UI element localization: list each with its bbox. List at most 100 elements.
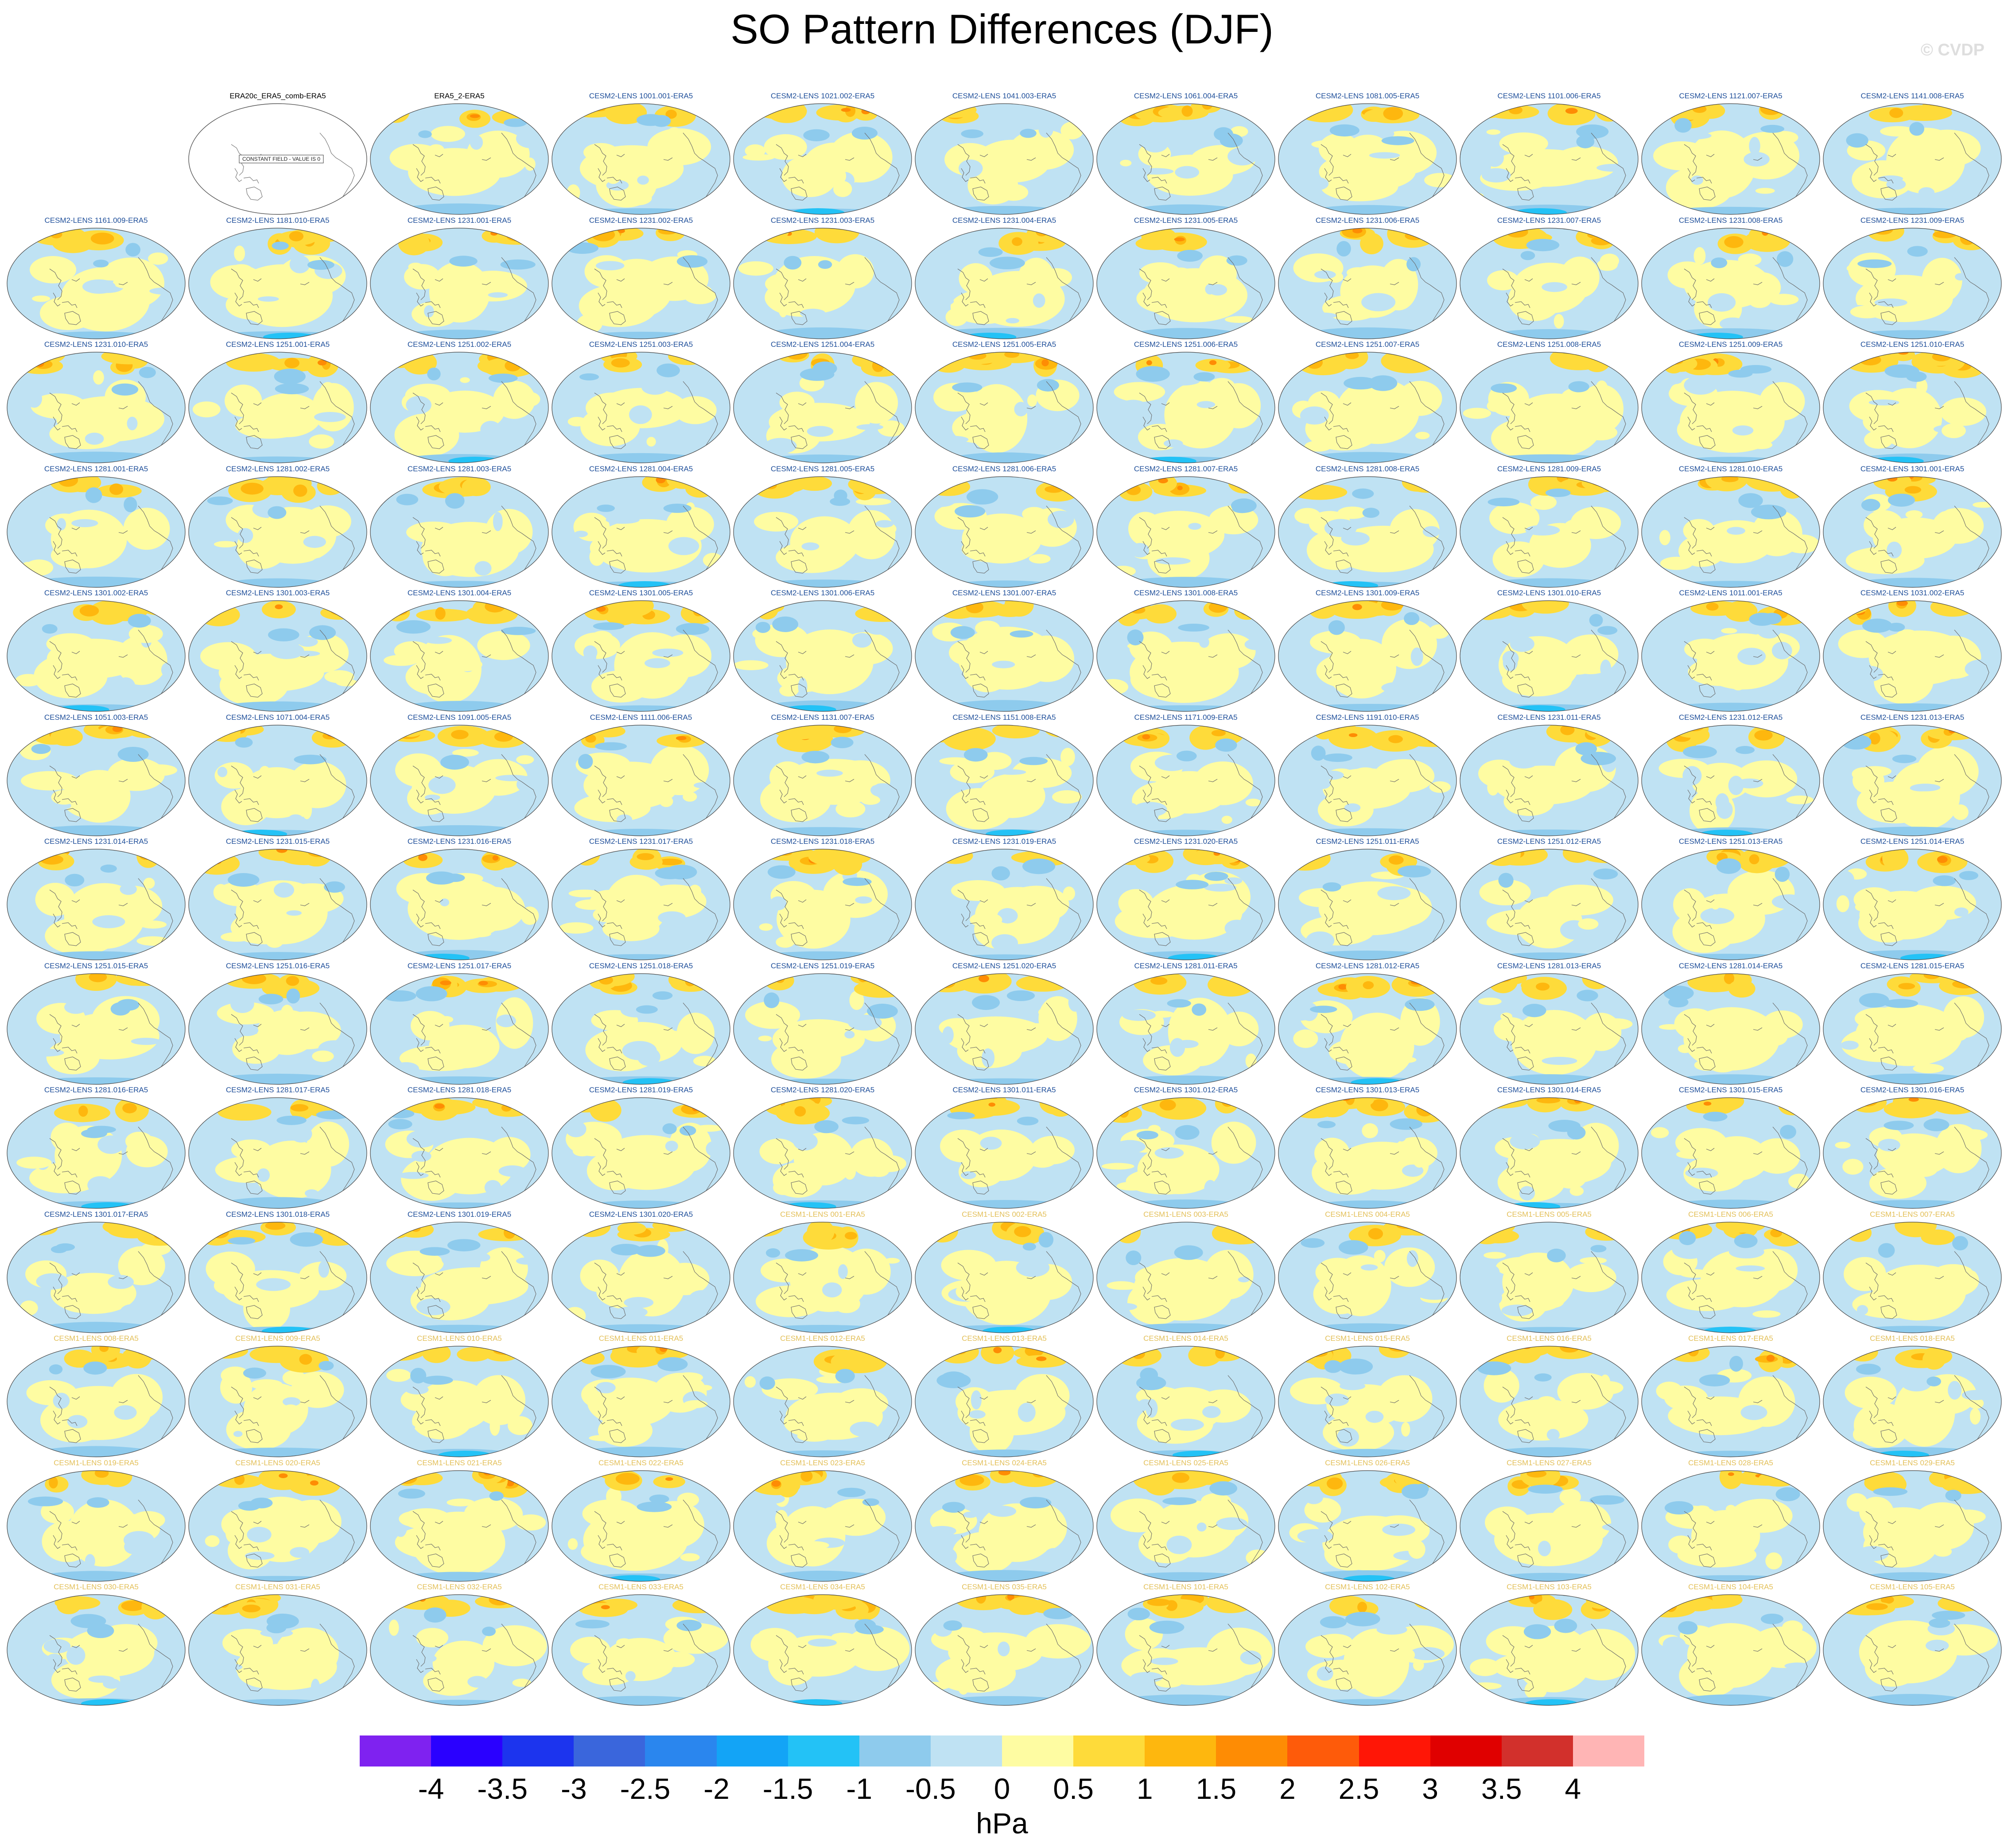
panel-title: CESM2-LENS 1281.018-ERA5: [407, 1086, 512, 1094]
panel-title: CESM2-LENS 1231.013-ERA5: [1860, 713, 1965, 722]
map-panel: CESM1-LENS 024-ERA5: [913, 1458, 1095, 1583]
map-panel: CESM1-LENS 002-ERA5: [913, 1210, 1095, 1335]
panel-title: CESM2-LENS 1101.006-ERA5: [1497, 92, 1601, 100]
map-panel: ERA20c_ERA5_comb-ERA5 CONSTANT FIELD - VA…: [187, 91, 369, 216]
map-panel: CESM2-LENS 1281.009-ERA5: [1458, 464, 1640, 589]
panel-title: CESM2-LENS 1251.010-ERA5: [1860, 340, 1965, 349]
map-field: [7, 1346, 186, 1457]
map-field: [188, 724, 367, 836]
panel-title: CESM2-LENS 1301.001-ERA5: [1860, 464, 1965, 473]
map-field: [188, 1097, 367, 1209]
panel-title: CESM2-LENS 1231.015-ERA5: [225, 837, 330, 846]
colorbar-units: hPa: [976, 1807, 1028, 1840]
map-panel: CESM1-LENS 023-ERA5: [732, 1458, 913, 1583]
panel-title: CESM2-LENS 1301.011-ERA5: [952, 1086, 1056, 1094]
map-panel: CESM2-LENS 1071.004-ERA5: [187, 713, 369, 838]
panel-title: CESM2-LENS 1231.014-ERA5: [44, 837, 148, 846]
map-panel: CESM2-LENS 1051.003-ERA5: [5, 713, 187, 838]
map-field: [188, 476, 367, 588]
map-panel: CESM2-LENS 1301.009-ERA5: [1277, 588, 1458, 713]
map-panel: CESM2-LENS 1281.014-ERA5: [1640, 961, 1821, 1086]
map-field: [1096, 103, 1275, 215]
map-field: [7, 352, 186, 463]
panel-title: CESM1-LENS 028-ERA5: [1688, 1458, 1773, 1467]
map-panel: CESM2-LENS 1121.007-ERA5: [1640, 91, 1821, 216]
map-panel: CESM2-LENS 1301.011-ERA5: [913, 1085, 1095, 1210]
map-panel: CESM1-LENS 026-ERA5: [1277, 1458, 1458, 1583]
map-field: [1641, 1097, 1820, 1209]
map-field: [1096, 600, 1275, 712]
map-field: [1823, 1594, 2002, 1706]
colorbar: [360, 1735, 1644, 1766]
map-panel: CESM2-LENS 1091.005-ERA5: [369, 713, 550, 838]
panel-title: CESM2-LENS 1051.003-ERA5: [44, 713, 148, 722]
panel-title: CESM1-LENS 020-ERA5: [235, 1458, 320, 1467]
map-field: [1278, 973, 1457, 1085]
map-field: [370, 849, 549, 960]
panel-title: CESM2-LENS 1281.013-ERA5: [1497, 961, 1601, 970]
map-panel: CESM2-LENS 1301.001-ERA5: [1821, 464, 2003, 589]
map-panel: CESM1-LENS 015-ERA5: [1277, 1334, 1458, 1459]
panel-title: CESM1-LENS 023-ERA5: [780, 1458, 865, 1467]
map-field: [1096, 1346, 1275, 1457]
map-panel: CESM1-LENS 035-ERA5: [913, 1582, 1095, 1707]
panel-title: CESM2-LENS 1231.001-ERA5: [407, 216, 512, 225]
map-panel: CESM1-LENS 001-ERA5: [732, 1210, 913, 1335]
panel-title: CESM1-LENS 021-ERA5: [417, 1458, 502, 1467]
map-field: [915, 724, 1094, 836]
map-field: [1460, 600, 1639, 712]
panel-title: CESM1-LENS 034-ERA5: [780, 1583, 865, 1591]
map-panel: CESM2-LENS 1301.016-ERA5: [1821, 1085, 2003, 1210]
map-panel: CESM1-LENS 105-ERA5: [1821, 1582, 2003, 1707]
map-field: [1096, 724, 1275, 836]
panel-title: CESM2-LENS 1061.004-ERA5: [1134, 92, 1238, 100]
panel-title: CESM2-LENS 1251.004-ERA5: [770, 340, 875, 349]
map-field: [370, 973, 549, 1085]
map-panel: CESM1-LENS 031-ERA5: [187, 1582, 369, 1707]
map-field: [188, 352, 367, 463]
map-field: [1460, 1346, 1639, 1457]
map-panel: CESM2-LENS 1301.017-ERA5: [5, 1210, 187, 1335]
map-panel: CESM2-LENS 1151.008-ERA5: [913, 713, 1095, 838]
panel-title: CESM2-LENS 1251.017-ERA5: [407, 961, 512, 970]
panel-title: CESM2-LENS 1231.006-ERA5: [1315, 216, 1420, 225]
map-field: [7, 1097, 186, 1209]
panel-title: CESM2-LENS 1281.016-ERA5: [44, 1086, 148, 1094]
colorbar-box: [360, 1735, 431, 1766]
map-panel: CESM2-LENS 1281.016-ERA5: [5, 1085, 187, 1210]
panel-title: CESM2-LENS 1021.002-ERA5: [770, 92, 875, 100]
panel-title: CESM2-LENS 1301.004-ERA5: [407, 589, 512, 597]
map-panel: CESM1-LENS 007-ERA5: [1821, 1210, 2003, 1335]
map-field: [1096, 1097, 1275, 1209]
panel-title: CESM2-LENS 1301.003-ERA5: [225, 589, 330, 597]
map-field: [551, 476, 730, 588]
panel-title: CESM2-LENS 1251.009-ERA5: [1678, 340, 1783, 349]
map-field: [188, 849, 367, 960]
map-panel: CESM2-LENS 1281.018-ERA5: [369, 1085, 550, 1210]
map-field: [370, 103, 549, 215]
panel-title: CESM2-LENS 1231.017-ERA5: [589, 837, 693, 846]
map-field: [1641, 724, 1820, 836]
colorbar-tick-label: -2.5: [620, 1772, 671, 1805]
map-field: [370, 1470, 549, 1582]
map-panel: CESM1-LENS 029-ERA5: [1821, 1458, 2003, 1583]
map-panel: CESM1-LENS 004-ERA5: [1277, 1210, 1458, 1335]
map-panel: CESM2-LENS 1281.020-ERA5: [732, 1085, 913, 1210]
panel-title: CESM2-LENS 1251.005-ERA5: [952, 340, 1056, 349]
map-field: [1460, 1221, 1639, 1333]
map-panel: CESM2-LENS 1231.013-ERA5: [1821, 713, 2003, 838]
map-field: [551, 849, 730, 960]
panel-title: CESM2-LENS 1281.003-ERA5: [407, 464, 512, 473]
map-field: [733, 973, 912, 1085]
colorbar-box: [716, 1735, 788, 1766]
map-panel: CESM1-LENS 005-ERA5: [1458, 1210, 1640, 1335]
map-panel: CESM2-LENS 1281.007-ERA5: [1095, 464, 1277, 589]
panel-title: CESM2-LENS 1251.012-ERA5: [1497, 837, 1601, 846]
map-field: [1641, 227, 1820, 339]
map-field: [1278, 1470, 1457, 1582]
map-field: [915, 1470, 1094, 1582]
credit-watermark: © CVDP: [1920, 41, 1985, 59]
map-field: [1823, 476, 2002, 588]
map-panel: CESM2-LENS 1251.016-ERA5: [187, 961, 369, 1086]
map-field: [1278, 1221, 1457, 1333]
